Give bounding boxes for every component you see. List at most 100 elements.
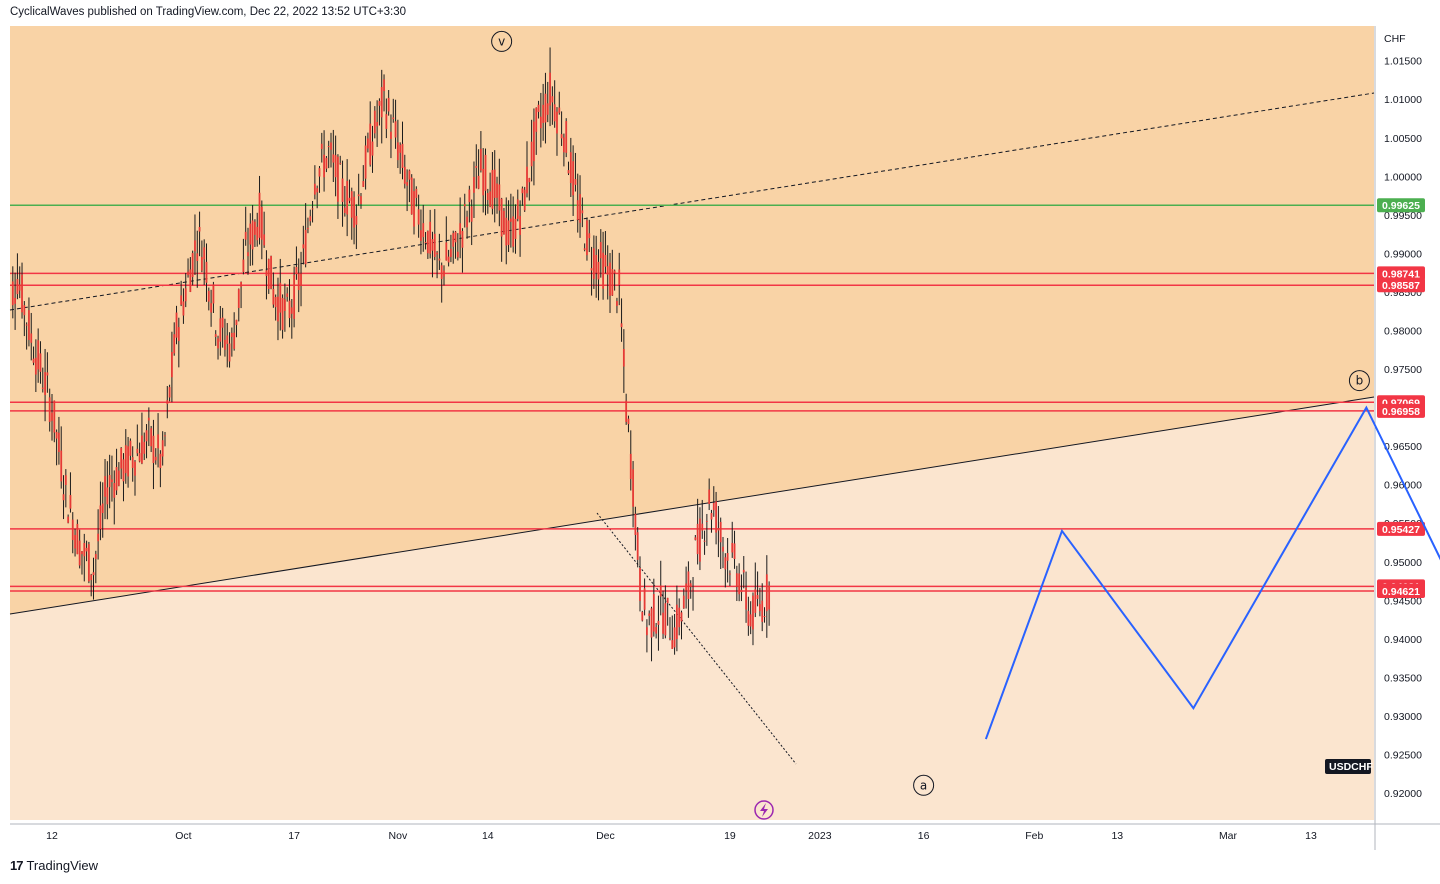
x-tick-label: Feb bbox=[1025, 830, 1043, 842]
candle-body bbox=[237, 289, 240, 308]
candle-body bbox=[673, 627, 676, 648]
x-tick-label: 13 bbox=[1111, 830, 1123, 842]
candle-body bbox=[198, 227, 201, 232]
candle-body bbox=[629, 453, 632, 480]
candle-body bbox=[675, 604, 678, 640]
candle-body bbox=[696, 523, 699, 555]
candle-body bbox=[664, 603, 667, 636]
price-tag-0.94621 bbox=[1377, 583, 1425, 598]
candle-body bbox=[159, 453, 162, 469]
tradingview-footer[interactable]: 17 TradingView bbox=[10, 858, 98, 873]
dashed-trendline bbox=[9, 92, 1375, 311]
candle-body bbox=[341, 178, 344, 202]
wave-label-a: a bbox=[920, 778, 927, 792]
candle-body bbox=[258, 192, 261, 238]
candle-body bbox=[175, 312, 178, 338]
candle-body bbox=[376, 121, 379, 127]
candle-body bbox=[563, 137, 565, 153]
candle-body bbox=[717, 528, 720, 531]
candle-body bbox=[85, 547, 88, 552]
x-tick-label: 19 bbox=[724, 830, 736, 842]
candle-body bbox=[466, 216, 468, 228]
y-tick-label: 0.99000 bbox=[1384, 248, 1422, 260]
candle-body bbox=[452, 233, 455, 247]
candle-body bbox=[639, 567, 641, 601]
candle-body bbox=[735, 573, 738, 587]
candle-body bbox=[514, 218, 517, 239]
candle-body bbox=[115, 467, 118, 491]
candle-body bbox=[205, 261, 208, 283]
price-tag-0.98587 bbox=[1377, 278, 1425, 293]
candle-body bbox=[752, 595, 754, 630]
candle-body bbox=[230, 332, 233, 337]
candle-body bbox=[671, 640, 674, 649]
price-tag-0.96958 bbox=[1377, 403, 1425, 418]
candle-body bbox=[719, 521, 722, 543]
candle-body bbox=[228, 343, 231, 362]
candle-body bbox=[214, 334, 217, 337]
candle-body bbox=[124, 445, 127, 474]
candle-body bbox=[459, 223, 462, 235]
candle-body bbox=[286, 293, 289, 297]
candle-body bbox=[682, 595, 685, 609]
candle-body bbox=[519, 216, 521, 235]
candle-body bbox=[14, 297, 17, 304]
candle-body bbox=[659, 585, 662, 597]
candle-body bbox=[364, 145, 367, 179]
candle-body bbox=[662, 612, 664, 634]
candle-body bbox=[81, 551, 83, 555]
projection-path bbox=[984, 405, 1440, 740]
candle-body bbox=[708, 489, 711, 504]
lightning-event-icon[interactable] bbox=[754, 800, 774, 820]
candle-body bbox=[290, 307, 293, 314]
candle-body bbox=[705, 520, 708, 522]
candle-body bbox=[272, 288, 275, 305]
candle-body bbox=[362, 181, 365, 187]
candle-body bbox=[396, 142, 399, 161]
candle-body bbox=[401, 143, 404, 168]
candle-body bbox=[316, 188, 319, 193]
candle-body bbox=[334, 155, 337, 178]
candle-body bbox=[657, 620, 660, 625]
candle-body bbox=[277, 296, 279, 322]
candle-body bbox=[491, 170, 494, 209]
candle-body bbox=[493, 169, 496, 198]
candle-body bbox=[622, 348, 625, 367]
y-tick-label: 1.01000 bbox=[1384, 94, 1422, 106]
candle-body bbox=[609, 262, 611, 296]
candle-body bbox=[454, 231, 457, 243]
candle-body bbox=[729, 573, 731, 575]
candle-body bbox=[399, 145, 402, 153]
candle-body bbox=[634, 513, 637, 535]
candle-body bbox=[477, 175, 480, 189]
candle-body bbox=[533, 121, 535, 162]
candle-body bbox=[101, 503, 104, 514]
candle-body bbox=[413, 191, 415, 227]
candle-body bbox=[46, 372, 49, 376]
candle-body bbox=[161, 440, 164, 457]
candle-body bbox=[122, 459, 125, 482]
candle-body bbox=[180, 295, 183, 305]
candle-body bbox=[606, 266, 609, 275]
candle-body bbox=[182, 301, 185, 316]
candle-body bbox=[226, 335, 229, 344]
candle-body bbox=[260, 206, 263, 240]
candle-body bbox=[129, 440, 132, 456]
candle-body bbox=[207, 290, 210, 302]
candle-body bbox=[445, 242, 448, 261]
candle-body bbox=[53, 400, 56, 433]
price-tag-0.98741 bbox=[1377, 266, 1425, 281]
candle-body bbox=[311, 208, 314, 210]
candle-body bbox=[731, 542, 734, 553]
price-tag-text: 0.94621 bbox=[1382, 586, 1420, 598]
candle-body bbox=[461, 230, 464, 248]
x-tick-label: 14 bbox=[482, 830, 494, 842]
candle-body bbox=[500, 198, 503, 237]
candle-body bbox=[194, 240, 196, 252]
x-tick-label: Oct bbox=[175, 830, 191, 842]
candle-body bbox=[313, 183, 316, 195]
candle-body bbox=[616, 301, 618, 306]
candle-body bbox=[113, 483, 116, 498]
